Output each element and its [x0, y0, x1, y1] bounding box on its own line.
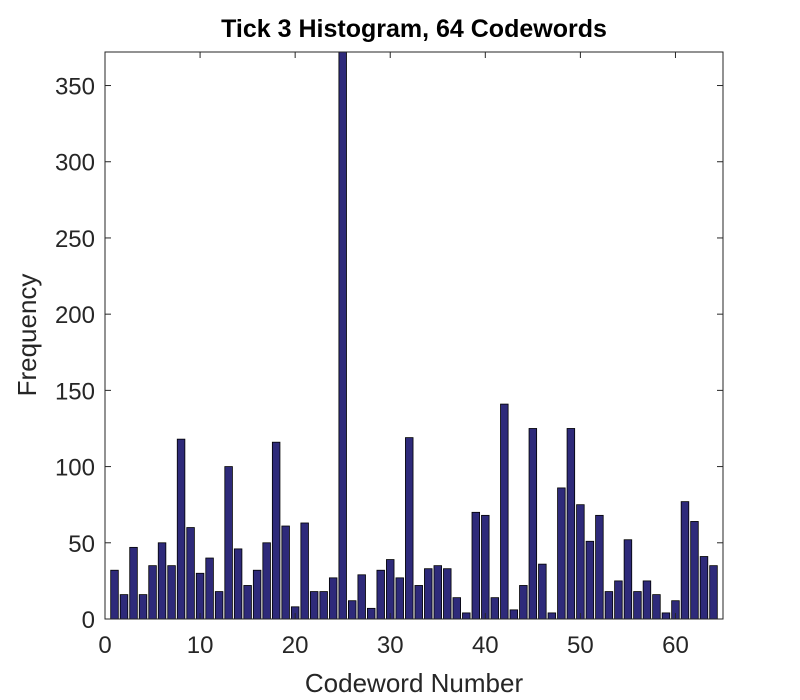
- bar-59: [661, 612, 671, 620]
- chart-title: Tick 3 Histogram, 64 Codewords: [221, 15, 607, 43]
- bar-9: [186, 527, 195, 620]
- bar-43: [509, 609, 519, 620]
- bar-1: [110, 569, 119, 620]
- bar-26: [347, 600, 357, 620]
- bar-21: [300, 522, 309, 620]
- bar-36: [443, 568, 452, 620]
- bar-2: [119, 594, 129, 620]
- bar-34: [424, 568, 433, 620]
- bar-50: [576, 504, 585, 620]
- x-axis-label: Codeword Number: [305, 668, 524, 698]
- x-tick-label-30: 30: [377, 632, 404, 659]
- y-tick-label-50: 50: [68, 531, 95, 558]
- bar-61: [680, 501, 690, 620]
- bars-group: [110, 51, 718, 620]
- x-tick-label-0: 0: [98, 632, 111, 659]
- y-tick-label-0: 0: [82, 607, 95, 634]
- bar-6: [157, 542, 167, 620]
- bar-22: [309, 591, 319, 620]
- bar-41: [490, 597, 500, 620]
- bar-51: [585, 540, 595, 620]
- bar-57: [642, 580, 652, 620]
- bar-13: [224, 466, 233, 620]
- bar-27: [357, 574, 366, 620]
- x-tick-label-20: 20: [282, 632, 309, 659]
- bar-40: [481, 514, 490, 620]
- bar-31: [395, 577, 404, 620]
- bar-56: [633, 591, 642, 620]
- bar-58: [652, 594, 661, 620]
- x-tick-label-60: 60: [662, 632, 689, 659]
- y-tick-label-300: 300: [55, 150, 95, 177]
- bar-24: [328, 577, 338, 620]
- bar-3: [129, 546, 138, 620]
- bar-49: [566, 428, 576, 620]
- bar-19: [281, 525, 290, 620]
- bar-23: [319, 591, 328, 620]
- bar-46: [538, 563, 547, 620]
- bar-38: [462, 612, 471, 620]
- y-tick-label-200: 200: [55, 302, 95, 329]
- bar-8: [176, 438, 186, 620]
- y-tick-label-150: 150: [55, 378, 95, 405]
- bar-18: [271, 441, 281, 620]
- bar-17: [262, 542, 271, 620]
- bar-30: [386, 559, 395, 620]
- y-tick-label-350: 350: [55, 74, 95, 101]
- bar-42: [500, 403, 509, 620]
- bar-4: [138, 594, 148, 620]
- bar-44: [519, 585, 528, 620]
- x-tick-label-50: 50: [567, 632, 594, 659]
- bar-52: [595, 514, 604, 620]
- bar-62: [690, 521, 699, 620]
- bar-37: [452, 597, 461, 620]
- y-axis-label: Frequency: [12, 274, 42, 397]
- bar-39: [471, 511, 481, 620]
- bar-33: [414, 585, 423, 620]
- y-tick-label-100: 100: [55, 455, 95, 482]
- bar-16: [252, 569, 262, 620]
- bar-64: [709, 565, 718, 620]
- axes-group: [104, 51, 724, 620]
- x-tick-label-10: 10: [187, 632, 214, 659]
- bar-25: [338, 51, 347, 620]
- bar-35: [433, 565, 442, 620]
- bar-53: [604, 591, 614, 620]
- bar-28: [367, 607, 376, 620]
- bar-11: [205, 557, 214, 620]
- bar-47: [547, 612, 557, 620]
- bar-48: [557, 487, 566, 620]
- bar-29: [376, 569, 385, 620]
- bar-5: [148, 565, 157, 620]
- ticks-group: 0 10 20 30 40 50 60 0 50 100 150 200 250 300 350: [55, 52, 723, 659]
- bar-14: [233, 548, 243, 620]
- bar-12: [214, 591, 224, 620]
- bar-32: [405, 437, 414, 620]
- y-tick-label-250: 250: [55, 226, 95, 253]
- bar-7: [167, 565, 176, 620]
- bar-55: [623, 539, 633, 620]
- bar-15: [243, 585, 252, 620]
- x-tick-label-40: 40: [472, 632, 499, 659]
- bar-45: [528, 428, 538, 620]
- plot-frame: [104, 51, 724, 620]
- bar-10: [195, 572, 205, 620]
- bar-63: [699, 556, 709, 620]
- bar-54: [614, 580, 623, 620]
